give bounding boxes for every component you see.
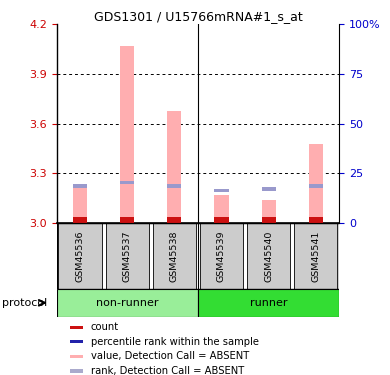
Text: GSM45537: GSM45537 bbox=[123, 230, 132, 282]
Bar bbox=[198, 289, 339, 317]
Bar bbox=[57, 289, 198, 317]
Text: GSM45540: GSM45540 bbox=[264, 230, 273, 282]
Text: GSM45541: GSM45541 bbox=[311, 230, 320, 282]
Bar bbox=[308, 144, 323, 223]
Text: rank, Detection Call = ABSENT: rank, Detection Call = ABSENT bbox=[91, 366, 244, 375]
Bar bbox=[70, 326, 83, 329]
Text: value, Detection Call = ABSENT: value, Detection Call = ABSENT bbox=[91, 351, 249, 361]
Bar bbox=[308, 217, 323, 223]
Text: GSM45536: GSM45536 bbox=[76, 230, 85, 282]
Bar bbox=[294, 223, 337, 289]
Bar bbox=[167, 184, 181, 188]
Text: GSM45538: GSM45538 bbox=[170, 230, 179, 282]
Bar bbox=[262, 217, 276, 223]
Text: count: count bbox=[91, 322, 119, 332]
Bar bbox=[73, 184, 87, 188]
Text: percentile rank within the sample: percentile rank within the sample bbox=[91, 337, 259, 347]
Bar bbox=[262, 187, 276, 191]
Bar bbox=[73, 217, 87, 223]
Bar bbox=[308, 184, 323, 188]
Bar bbox=[120, 46, 134, 223]
Text: protocol: protocol bbox=[2, 298, 47, 308]
Bar bbox=[167, 111, 181, 223]
Bar bbox=[70, 355, 83, 358]
Bar bbox=[215, 195, 229, 223]
Bar bbox=[247, 223, 290, 289]
Text: runner: runner bbox=[250, 298, 287, 308]
Bar bbox=[153, 223, 196, 289]
Bar bbox=[120, 217, 134, 223]
Bar bbox=[120, 180, 134, 184]
Bar bbox=[58, 223, 102, 289]
Bar bbox=[200, 223, 243, 289]
Bar bbox=[262, 200, 276, 223]
Bar bbox=[215, 217, 229, 223]
Bar bbox=[70, 340, 83, 344]
Bar bbox=[70, 369, 83, 372]
Text: non-runner: non-runner bbox=[96, 298, 158, 308]
Title: GDS1301 / U15766mRNA#1_s_at: GDS1301 / U15766mRNA#1_s_at bbox=[94, 10, 302, 23]
Text: GSM45539: GSM45539 bbox=[217, 230, 226, 282]
Bar bbox=[167, 217, 181, 223]
Bar bbox=[215, 189, 229, 192]
Bar bbox=[73, 187, 87, 223]
Bar bbox=[106, 223, 149, 289]
